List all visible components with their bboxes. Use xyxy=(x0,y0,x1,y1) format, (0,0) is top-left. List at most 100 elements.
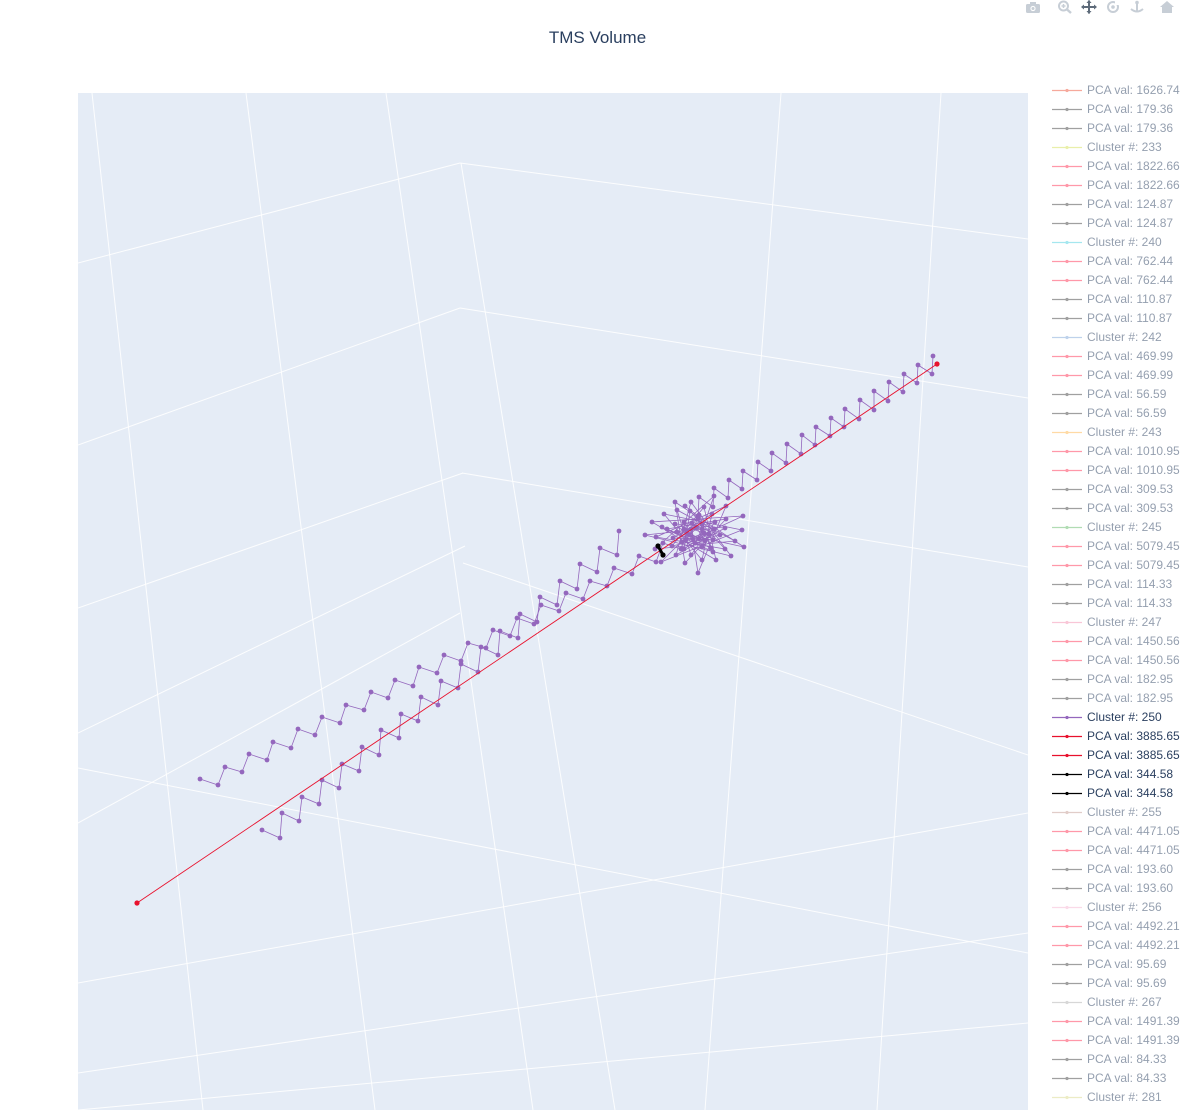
cluster-250-tail-point xyxy=(769,450,775,456)
cluster-250-upper-point xyxy=(416,664,422,670)
cluster-250-upper-point xyxy=(295,726,301,732)
cluster-250-tail-point xyxy=(901,371,907,377)
legend-label: Cluster #: 281 xyxy=(1087,1090,1162,1104)
legend-item[interactable]: PCA val: 56.59 xyxy=(1048,385,1181,404)
cluster-250-core-point xyxy=(696,536,702,542)
pan-icon[interactable] xyxy=(1081,0,1097,14)
legend-swatch xyxy=(1052,791,1082,796)
cluster-250-core-point xyxy=(711,526,717,532)
legend-item[interactable]: PCA val: 1822.66 xyxy=(1048,157,1181,176)
cluster-250-upper-point xyxy=(385,695,391,701)
plot-scene[interactable] xyxy=(78,93,1028,1110)
legend-item[interactable]: Cluster #: 240 xyxy=(1048,233,1181,252)
legend-item[interactable]: PCA val: 344.58 xyxy=(1048,765,1181,784)
legend-item[interactable]: PCA val: 4492.21 xyxy=(1048,936,1181,955)
legend-item[interactable]: PCA val: 110.87 xyxy=(1048,309,1181,328)
legend-item[interactable]: PCA val: 95.69 xyxy=(1048,974,1181,993)
legend-item[interactable]: PCA val: 469.99 xyxy=(1048,347,1181,366)
cluster-250-upper-point xyxy=(410,683,416,689)
cluster-250-upper-point xyxy=(636,553,642,559)
legend-label: PCA val: 1010.95 xyxy=(1087,444,1180,458)
legend-item[interactable]: PCA val: 84.33 xyxy=(1048,1069,1181,1088)
cluster-250-core-point xyxy=(701,504,707,510)
legend-item[interactable]: PCA val: 1450.56 xyxy=(1048,651,1181,670)
legend-item[interactable]: PCA val: 309.53 xyxy=(1048,480,1181,499)
cluster-250-tail-point xyxy=(857,397,863,403)
cluster-250-lower-point xyxy=(336,785,342,791)
legend-item[interactable]: PCA val: 84.33 xyxy=(1048,1050,1181,1069)
cluster-250-lower-point xyxy=(356,768,362,774)
legend-item[interactable]: PCA val: 4471.05 xyxy=(1048,822,1181,841)
cluster-250-core-point xyxy=(686,532,692,538)
legend-label: PCA val: 179.36 xyxy=(1087,102,1174,116)
legend-item[interactable]: PCA val: 5079.45 xyxy=(1048,537,1181,556)
legend-item[interactable]: PCA val: 762.44 xyxy=(1048,271,1181,290)
legend-item[interactable]: PCA val: 1010.95 xyxy=(1048,461,1181,480)
cluster-250-lower-point xyxy=(554,602,560,608)
legend-item[interactable]: Cluster #: 242 xyxy=(1048,328,1181,347)
legend-swatch xyxy=(1052,658,1082,663)
grid-line xyxy=(78,307,461,446)
legend-label: PCA val: 95.69 xyxy=(1087,976,1167,990)
legend-item[interactable]: PCA val: 1626.74 xyxy=(1048,81,1181,100)
legend-item[interactable]: PCA val: 193.60 xyxy=(1048,879,1181,898)
legend-swatch xyxy=(1052,829,1082,834)
legend-item[interactable]: PCA val: 3885.65 xyxy=(1048,746,1181,765)
cluster-250-lower-point xyxy=(614,552,620,558)
turntable-rotation-icon[interactable] xyxy=(1129,0,1145,14)
grid-line xyxy=(459,307,1028,399)
cluster-250-tail-point xyxy=(871,407,877,413)
legend-item[interactable]: Cluster #: 267 xyxy=(1048,993,1181,1012)
zoom-icon[interactable] xyxy=(1057,0,1073,14)
legend-item[interactable]: PCA val: 5079.45 xyxy=(1048,556,1181,575)
cluster-250-tail-point xyxy=(885,398,891,404)
legend-item[interactable]: PCA val: 4471.05 xyxy=(1048,841,1181,860)
legend-item[interactable]: PCA val: 182.95 xyxy=(1048,689,1181,708)
legend-item[interactable]: PCA val: 309.53 xyxy=(1048,499,1181,518)
legend-item[interactable]: PCA val: 1491.39 xyxy=(1048,1031,1181,1050)
legend-item[interactable]: PCA val: 1450.56 xyxy=(1048,632,1181,651)
legend-item[interactable]: PCA val: 124.87 xyxy=(1048,195,1181,214)
legend-item[interactable]: PCA val: 344.58 xyxy=(1048,784,1181,803)
legend-item[interactable]: PCA val: 762.44 xyxy=(1048,252,1181,271)
legend-item[interactable]: PCA val: 3885.65 xyxy=(1048,727,1181,746)
legend-item[interactable]: PCA val: 1491.39 xyxy=(1048,1012,1181,1031)
legend-swatch xyxy=(1052,734,1082,739)
legend-item[interactable]: Cluster #: 255 xyxy=(1048,803,1181,822)
legend-swatch xyxy=(1052,1095,1082,1100)
cluster-250-core-point xyxy=(711,493,717,499)
legend-item[interactable]: Cluster #: 243 xyxy=(1048,423,1181,442)
legend-item[interactable]: Cluster #: 247 xyxy=(1048,613,1181,632)
legend-item[interactable]: PCA val: 1010.95 xyxy=(1048,442,1181,461)
legend-label: Cluster #: 245 xyxy=(1087,520,1162,534)
legend-item[interactable]: PCA val: 114.33 xyxy=(1048,575,1181,594)
cluster-250-lower-point xyxy=(517,611,523,617)
cluster-250-core-point xyxy=(739,527,745,533)
camera-icon[interactable] xyxy=(1025,0,1041,14)
legend-item[interactable]: Cluster #: 250 xyxy=(1048,708,1181,727)
legend-item[interactable]: Cluster #: 281 xyxy=(1048,1088,1181,1107)
legend-item[interactable]: PCA val: 95.69 xyxy=(1048,955,1181,974)
legend-swatch xyxy=(1052,601,1082,606)
legend-item[interactable]: PCA val: 124.87 xyxy=(1048,214,1181,233)
legend-item[interactable]: PCA val: 182.95 xyxy=(1048,670,1181,689)
legend-item[interactable]: PCA val: 110.87 xyxy=(1048,290,1181,309)
cluster-250-core-point xyxy=(723,516,729,522)
legend-label: PCA val: 309.53 xyxy=(1087,501,1174,515)
legend-item[interactable]: PCA val: 4492.21 xyxy=(1048,917,1181,936)
cluster-250-lower-point xyxy=(279,810,285,816)
legend-swatch xyxy=(1052,924,1082,929)
reset-camera-icon[interactable] xyxy=(1159,0,1175,14)
legend-item[interactable]: PCA val: 179.36 xyxy=(1048,119,1181,138)
legend-item[interactable]: Cluster #: 256 xyxy=(1048,898,1181,917)
legend-item[interactable]: PCA val: 56.59 xyxy=(1048,404,1181,423)
orbit-rotation-icon[interactable] xyxy=(1105,0,1121,14)
legend-item[interactable]: PCA val: 469.99 xyxy=(1048,366,1181,385)
legend-item[interactable]: PCA val: 193.60 xyxy=(1048,860,1181,879)
legend-item[interactable]: PCA val: 1822.66 xyxy=(1048,176,1181,195)
legend-item[interactable]: Cluster #: 233 xyxy=(1048,138,1181,157)
cluster-250-core-point xyxy=(672,499,678,505)
legend-item[interactable]: PCA val: 179.36 xyxy=(1048,100,1181,119)
legend-item[interactable]: Cluster #: 245 xyxy=(1048,518,1181,537)
legend-item[interactable]: PCA val: 114.33 xyxy=(1048,594,1181,613)
